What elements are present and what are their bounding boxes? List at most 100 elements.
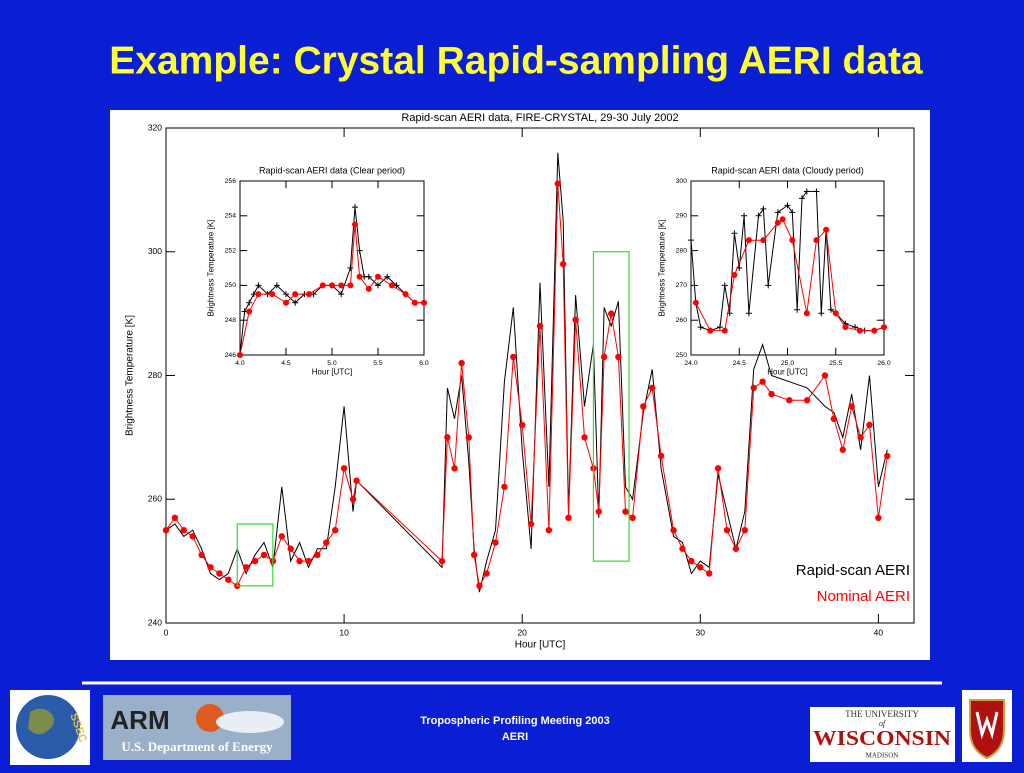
data-point [723,526,731,534]
arm-text: ARM [110,705,169,735]
sun [196,704,224,732]
cloud [216,711,284,733]
data-point [622,508,629,515]
data-point [388,282,395,289]
x-tick-label: 6.0 [419,360,429,367]
data-point [225,576,232,583]
y-tick-label: 260 [676,317,688,324]
data-point [741,526,749,534]
data-point [323,539,330,546]
data-point [518,421,526,429]
data-point [365,285,372,292]
data-point [581,434,588,441]
data-point [476,582,483,590]
data-point [421,299,427,306]
data-point [884,452,891,460]
y-tick-label: 240 [148,617,162,627]
data-point [559,260,567,268]
x-tick-label: 30 [696,627,706,637]
data-point [789,237,796,244]
data-point [697,324,704,331]
data-point [741,212,748,219]
data-point [189,533,196,540]
uw-text: MADISON [866,752,899,760]
data-point [830,415,838,423]
data-point [384,273,391,280]
data-point [269,291,276,298]
x-axis-label: Hour [UTC] [312,368,352,377]
data-point [871,327,878,334]
data-point [670,526,677,534]
data-point [803,310,810,317]
data-point [451,465,458,472]
x-tick-label: 26.0 [877,360,890,367]
data-point [813,188,820,195]
data-point [755,212,762,219]
zoom-box [236,523,274,587]
data-point [287,545,294,552]
data-point [171,514,179,522]
crest-w [975,711,999,740]
data-point [759,378,766,385]
x-tick-label: 24.0 [684,360,697,367]
data-point [356,273,363,280]
data-point [470,551,478,559]
x-tick-label: 20 [517,627,527,637]
chart-title: Rapid-scan AERI data, FIRE-CRYSTAL, 29-3… [401,112,678,124]
uw-logo [810,707,955,762]
data-point [842,324,849,331]
data-point [774,219,781,226]
data-point [329,282,335,289]
data-point [283,291,289,298]
data-point [273,282,280,289]
y-tick-label: 280 [148,370,162,380]
legend-entry: Nominal AERI [817,588,910,605]
data-point [839,446,846,453]
data-point [821,372,829,379]
data-point [789,209,796,216]
data-point [600,353,608,361]
y-tick-label: 248 [225,317,237,324]
data-point [340,465,348,472]
data-point [786,397,793,404]
y-tick-label: 254 [225,213,237,220]
data-point [242,564,250,571]
crest [969,699,1005,760]
data-point [731,271,738,278]
y-tick-label: 290 [676,213,688,220]
data-point [458,359,465,367]
footer-text: AERI [502,731,528,743]
slide-title: Example: Crystal Rapid-sampling AERI dat… [109,39,923,82]
data-point [866,421,873,429]
footer-text: Tropospheric Profiling Meeting 2003 [420,715,609,727]
data-point [803,188,810,195]
data-point [338,291,345,298]
data-point [823,226,830,233]
data-point [402,291,409,298]
data-point [731,230,738,237]
data-point [732,545,740,552]
data-point [657,452,665,460]
data-point [251,557,259,565]
data-point [688,557,695,565]
data-point [180,526,188,534]
data-point [353,477,360,484]
data-point [438,557,446,565]
data-point [246,299,253,306]
y-tick-label: 280 [676,247,688,254]
data-point [554,180,562,187]
data-point [331,526,339,534]
data-point [608,310,615,317]
data-point [216,570,223,577]
data-point [237,352,243,358]
legend-entry: Rapid-scan AERI [796,562,910,579]
data-point [198,551,205,559]
data-point [510,353,517,361]
x-axis-label: Hour [UTC] [767,368,807,377]
data-point [292,291,299,298]
data-point [411,299,418,306]
data-point [375,282,381,289]
y-tick-label: 256 [225,178,237,185]
